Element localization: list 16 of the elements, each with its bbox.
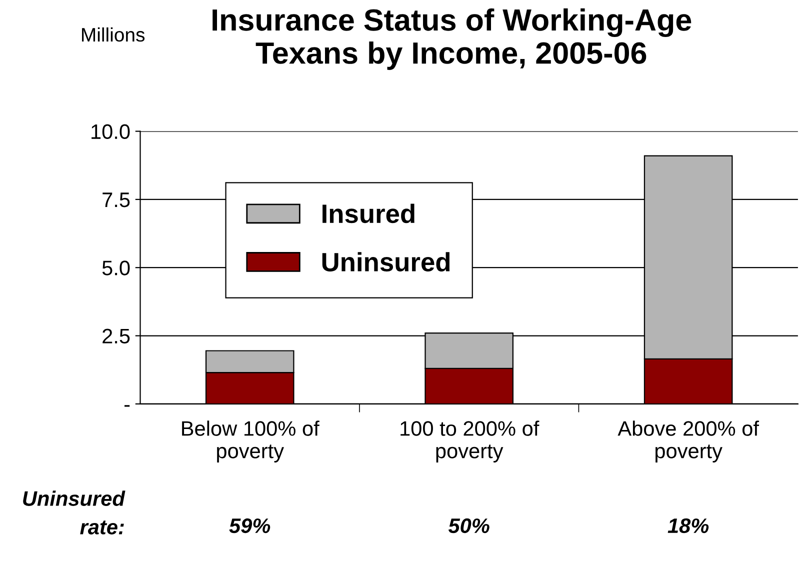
y-tick-label: 10.0 [92,124,130,140]
text: Uninsured rate: [23,490,126,534]
text: 59% [229,518,270,534]
text: 18% [668,518,709,534]
x-tick-label: Above 200% of poverty [618,420,760,462]
legend-label: Uninsured [322,252,450,272]
x-tick-label: Below 100% of poverty [182,420,320,462]
text: 50% [448,518,490,534]
x-tick-label: 100 to 200% of poverty [400,420,540,462]
y-tick-label: 7.5 [102,192,130,208]
chart-title: Insurance Status of Working-Age Texans by Income, 2005-06 [212,8,692,70]
y-tick-label: - [124,405,130,407]
legend-label: Insured [322,204,414,224]
y-tick-label: 2.5 [102,328,130,344]
y-tick-label: 5.0 [102,260,130,276]
y-axis-title: Millions [82,27,145,42]
